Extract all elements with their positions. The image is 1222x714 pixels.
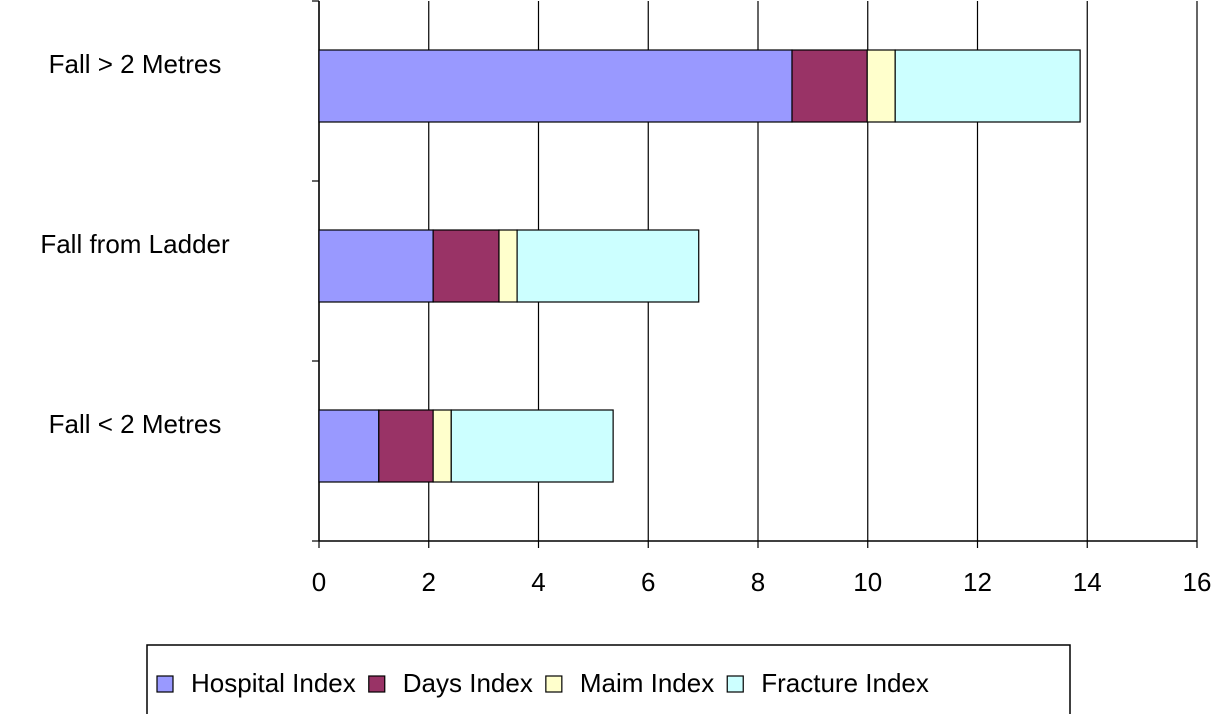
bar-segment [318, 409, 380, 483]
y-tick-label: Fall > 2 Metres [49, 49, 222, 79]
legend-swatch [368, 675, 386, 693]
bar-segment [791, 49, 868, 123]
bar-segment [432, 229, 500, 303]
x-tick-label: 0 [312, 567, 326, 597]
legend-box [146, 644, 1071, 714]
x-tick-label: 14 [1073, 567, 1102, 597]
x-tick-label: 10 [853, 567, 882, 597]
legend-swatch [545, 675, 563, 693]
legend-label: Days Index [403, 668, 533, 698]
legend-swatch [726, 675, 744, 693]
x-tick-label: 2 [422, 567, 436, 597]
bar-segment [450, 409, 614, 483]
legend-label: Hospital Index [191, 668, 356, 698]
x-tick-label: 4 [531, 567, 545, 597]
bar-segment [318, 229, 434, 303]
bar-segment [432, 409, 452, 483]
bar-segment [894, 49, 1081, 123]
x-tick-label: 6 [641, 567, 655, 597]
legend-label: Maim Index [580, 668, 714, 698]
bar-segment [866, 49, 896, 123]
x-tick-label: 16 [1183, 567, 1212, 597]
bar-segment [378, 409, 434, 483]
bar-segment [516, 229, 700, 303]
y-tick-label: Fall < 2 Metres [49, 409, 222, 439]
bar-segment [318, 49, 793, 123]
x-tick-label: 12 [963, 567, 992, 597]
legend-label: Fracture Index [761, 668, 929, 698]
y-tick-label: Fall from Ladder [40, 229, 230, 259]
bar-segment [498, 229, 518, 303]
x-tick-label: 8 [751, 567, 765, 597]
legend-swatch [156, 675, 174, 693]
